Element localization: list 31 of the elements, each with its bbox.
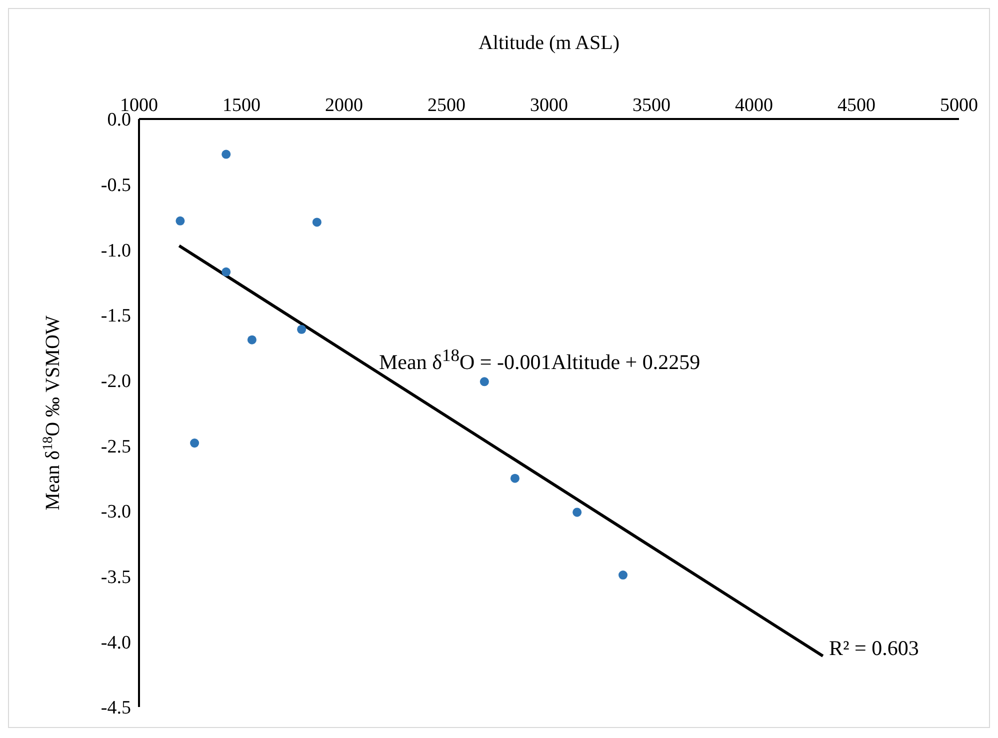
point xyxy=(297,324,306,334)
x-tick-label: 3000 xyxy=(530,95,568,116)
y-tick-label: -3.0 xyxy=(100,502,131,523)
y-tick-label: -3.5 xyxy=(100,567,131,588)
x-tick-label: 2500 xyxy=(428,95,466,116)
point xyxy=(312,218,322,227)
x-tick-label: 4000 xyxy=(735,95,773,116)
y-tick-label: -2.0 xyxy=(100,371,131,392)
point xyxy=(247,335,256,344)
x-tick-label: 5000 xyxy=(940,95,978,116)
y-tick-label: -4.5 xyxy=(100,698,131,719)
y-tick-label: -0.5 xyxy=(100,175,131,196)
point xyxy=(480,377,489,386)
point xyxy=(572,508,582,517)
x-tick-label: 2000 xyxy=(325,95,363,116)
point xyxy=(222,150,231,159)
y-tick-label: -2.5 xyxy=(100,436,131,458)
point xyxy=(190,438,200,448)
x-tick-label: 3500 xyxy=(632,95,670,116)
y-tick-label: -1.0 xyxy=(100,240,131,262)
y-tick-label: -1.5 xyxy=(100,306,131,327)
point xyxy=(176,216,185,226)
x-axis-title: Altitude (m ASL) xyxy=(478,32,620,54)
point xyxy=(618,570,628,580)
x-tick-label: 1500 xyxy=(222,95,260,116)
x-tick-label: 4500 xyxy=(838,95,876,116)
point xyxy=(510,474,520,483)
y-tick-label: -4.0 xyxy=(100,632,131,654)
annotation: Mean δ$^{18}$O = -0.001Altitude + 0.2259 xyxy=(379,345,700,375)
annotation: R² = 0.603 xyxy=(829,636,919,661)
point xyxy=(222,267,231,276)
